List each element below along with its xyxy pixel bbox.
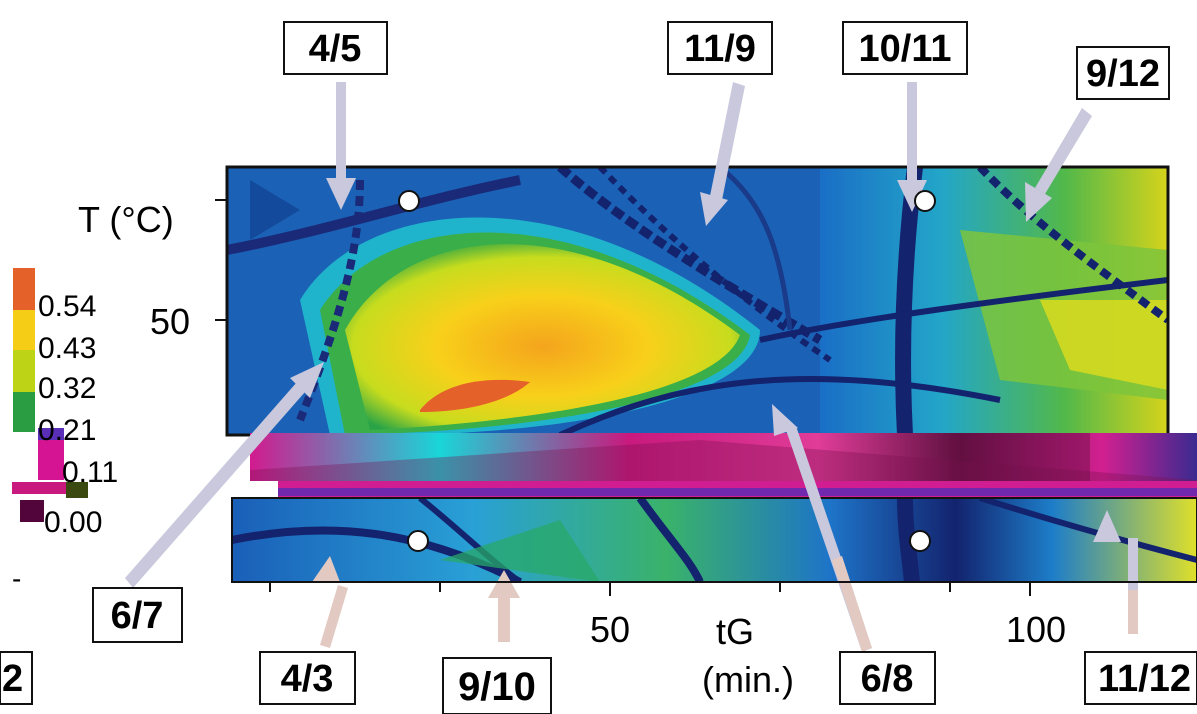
marker-point [398,190,420,212]
annotation-label: 2 [2,658,23,700]
colorbar-tick-label: 0.43 [38,332,96,365]
arrows-lower [312,556,1138,652]
annotation-labels: 4/5 11/9 10/11 9/12 6/7 4/3 9/10 6/8 11/… [2,28,1191,709]
annotation-label: 9/12 [1086,53,1160,95]
annotation-label: 6/7 [111,595,164,637]
y-tick-label: 50 [150,301,190,342]
markers [398,190,936,552]
colorbar-tick-label: 0.54 [38,290,96,323]
colorbar-swatch [12,482,67,494]
annotation-boxes [0,21,1197,714]
colorbar-swatch [13,268,35,310]
colorbar-swatch [13,392,35,432]
marker-point [914,190,936,212]
x-tick-label: 50 [590,609,630,650]
annotation-label: 11/12 [1098,658,1191,700]
y-axis-label: T (°C) [78,199,174,240]
heatmap-lower-panel [231,497,1197,583]
colorbar-tick-label: 0.21 [38,414,96,447]
colorbar-swatch [13,310,35,350]
annotation-label: 10/11 [859,28,952,70]
colorbar-tick-label: 0.00 [44,506,102,539]
colorbar: 0.54 0.43 0.32 0.21 0.11 0.00 - [12,268,118,594]
marker-point [909,530,931,552]
x-axis: 50 100 tG (min.) [232,581,1197,700]
colorbar-fragment: - [12,563,21,594]
colorbar-swatch [66,482,88,498]
annotation-label: 6/8 [861,658,914,700]
glitch-band [250,433,1197,499]
colorbar-tick-label: 0.32 [38,372,96,405]
colorbar-swatch [38,428,64,440]
annotation-label: 4/5 [309,28,362,70]
colorbar-swatch [20,500,44,522]
annotation-label: 9/10 [458,665,536,709]
y-axis: T (°C) 50 [78,199,227,342]
x-axis-unit: (min.) [702,659,794,700]
annotation-label: 4/3 [281,658,334,700]
x-axis-label: tG [716,611,754,652]
annotation-label: 11/9 [684,28,756,70]
heatmap-upper-panel [225,165,1170,437]
colorbar-tick-label: 0.11 [62,456,118,489]
colorbar-swatch [13,350,35,392]
marker-point [407,530,429,552]
x-tick-label: 100 [1006,609,1066,650]
